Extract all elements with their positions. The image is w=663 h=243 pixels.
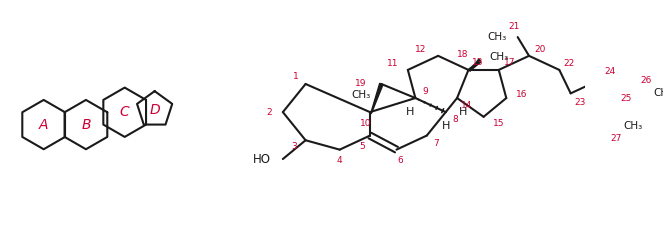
- Text: 14: 14: [461, 101, 472, 110]
- Text: 25: 25: [620, 94, 631, 103]
- Text: CH₃: CH₃: [489, 52, 509, 62]
- Text: CH₃: CH₃: [654, 88, 663, 98]
- Text: 11: 11: [387, 59, 398, 68]
- Text: D: D: [149, 103, 160, 117]
- Text: 21: 21: [509, 22, 520, 31]
- Text: 12: 12: [416, 45, 427, 54]
- Text: 17: 17: [505, 58, 516, 67]
- Polygon shape: [469, 59, 481, 71]
- Text: 10: 10: [361, 119, 372, 128]
- Text: 27: 27: [611, 134, 622, 143]
- Text: 16: 16: [516, 90, 527, 99]
- Text: A: A: [39, 118, 48, 131]
- Text: H: H: [442, 121, 450, 131]
- Text: 3: 3: [291, 142, 297, 151]
- Text: CH₃: CH₃: [487, 32, 507, 42]
- Text: H: H: [406, 107, 414, 117]
- Text: CH₃: CH₃: [351, 90, 370, 100]
- Text: H: H: [459, 107, 467, 117]
- Text: 15: 15: [493, 119, 505, 128]
- Text: 1: 1: [293, 72, 299, 81]
- Text: C: C: [120, 105, 129, 119]
- Text: 4: 4: [337, 156, 343, 165]
- Text: 9: 9: [422, 87, 428, 96]
- Text: 24: 24: [605, 67, 616, 76]
- Text: 23: 23: [574, 98, 586, 107]
- Text: HO: HO: [253, 153, 271, 165]
- Text: 7: 7: [434, 139, 439, 148]
- Text: 20: 20: [534, 45, 546, 54]
- Text: 22: 22: [563, 59, 574, 68]
- Text: 26: 26: [640, 76, 652, 85]
- Text: 18: 18: [457, 50, 469, 59]
- Polygon shape: [371, 83, 383, 114]
- Text: 19: 19: [355, 79, 366, 88]
- Text: B: B: [81, 118, 91, 131]
- Text: 6: 6: [397, 156, 403, 165]
- Text: 13: 13: [472, 58, 483, 67]
- Text: 8: 8: [452, 115, 458, 124]
- Text: CH₃: CH₃: [623, 121, 643, 131]
- Text: 5: 5: [359, 142, 365, 151]
- Text: 2: 2: [267, 108, 272, 117]
